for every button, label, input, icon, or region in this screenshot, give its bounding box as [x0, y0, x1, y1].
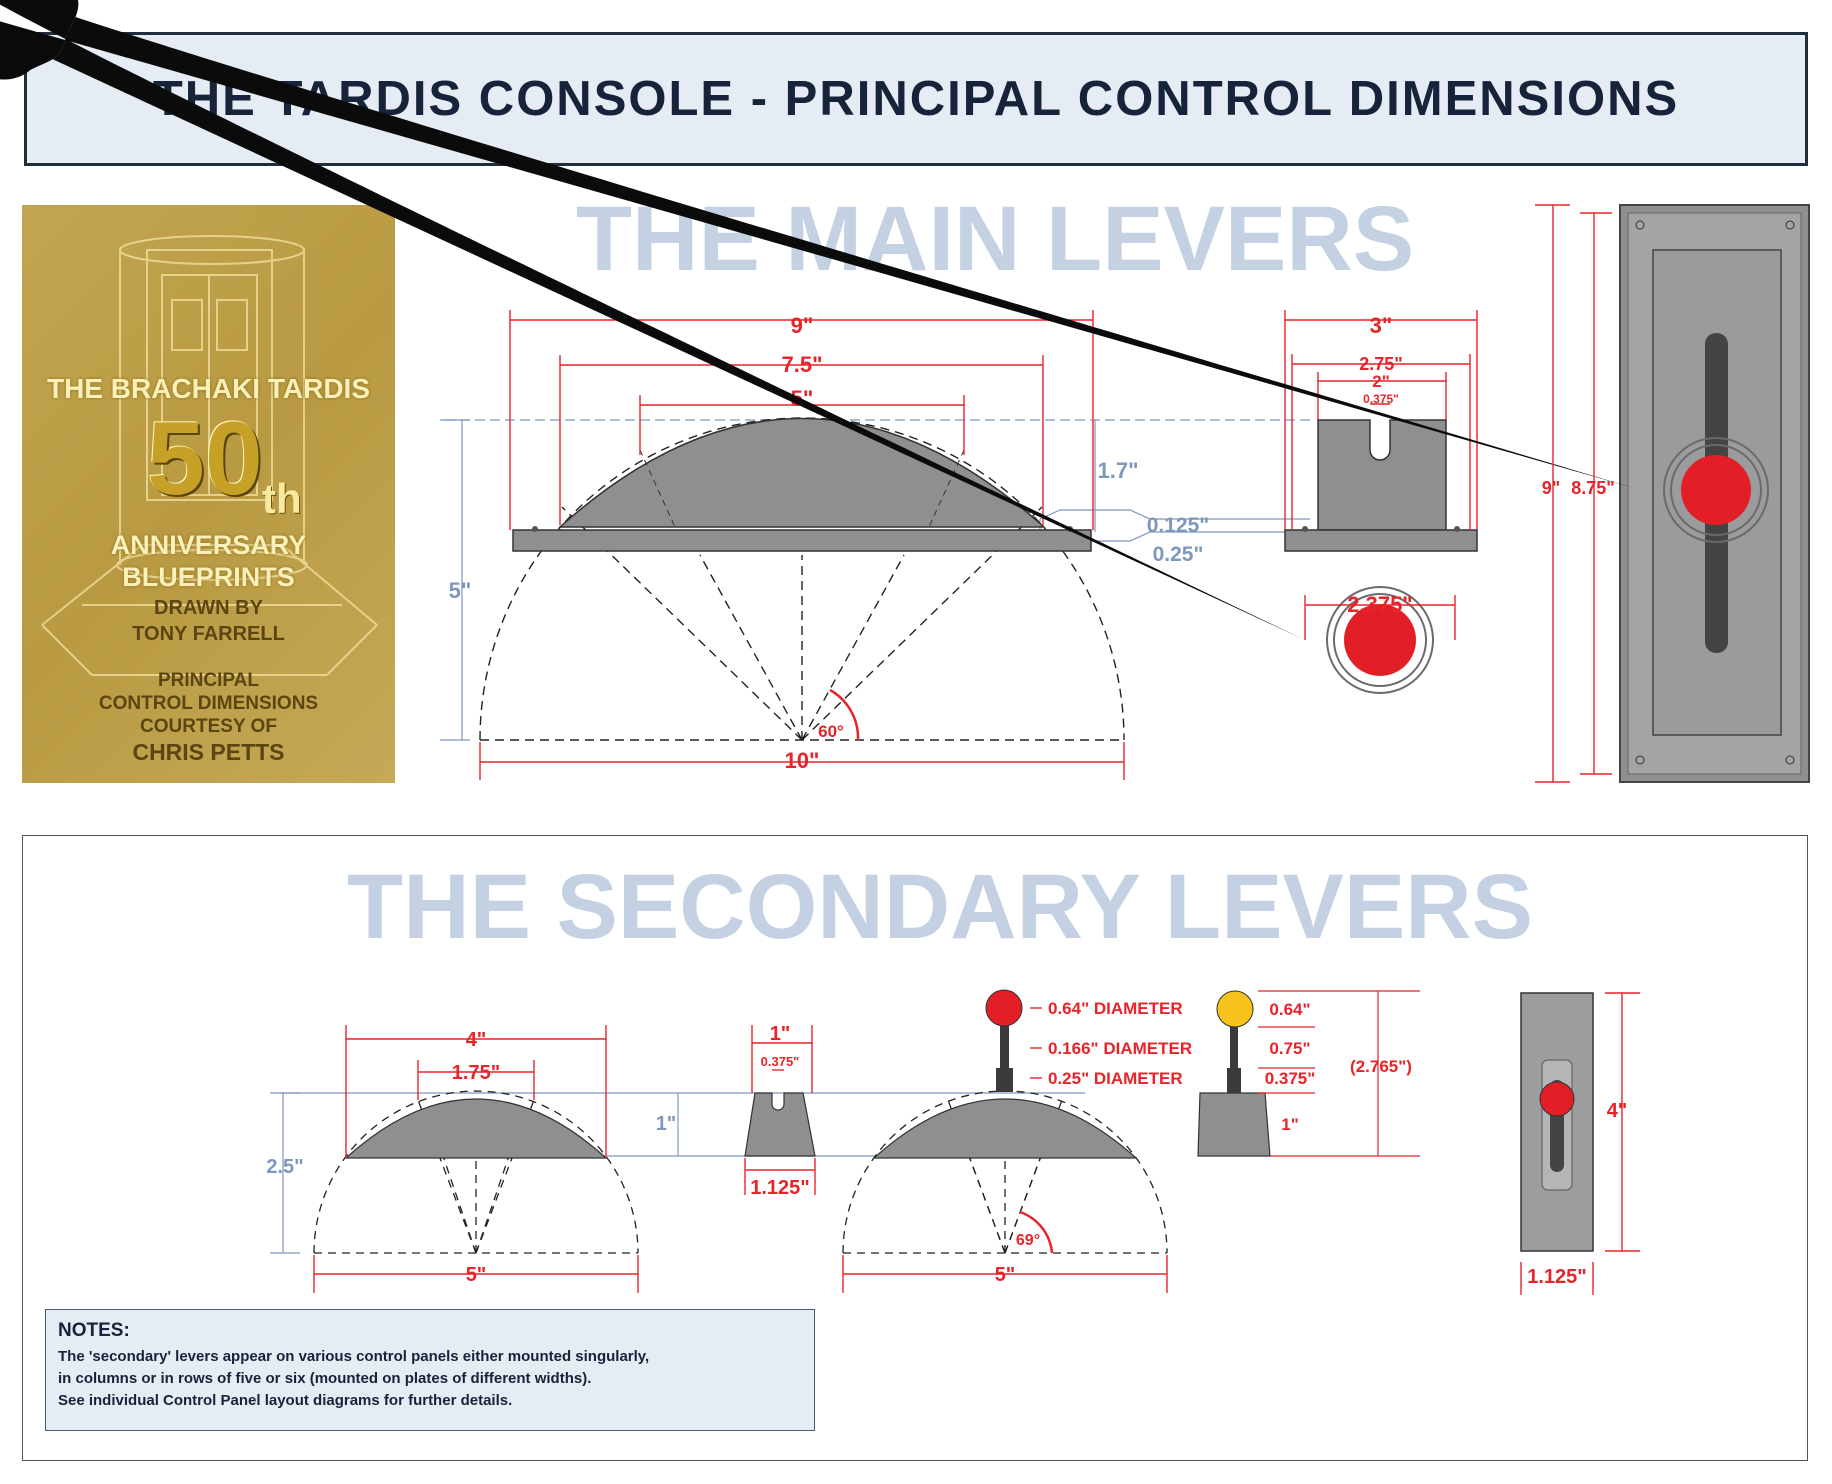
dim-sec-angle: 69°: [1016, 1232, 1040, 1249]
badge-line1: THE BRACHAKI TARDIS: [46, 373, 371, 404]
dim-sec-base-5b: 5": [995, 1264, 1016, 1286]
main-levers-heading: THE MAIN LEVERS: [576, 188, 1414, 290]
dim-main-0-25: 0.25": [1153, 543, 1204, 566]
dim-sec-1-75: 1.75": [452, 1062, 500, 1084]
notes-line-3: See individual Control Panel layout diag…: [58, 1392, 513, 1409]
sec-lever-plate: [1520, 992, 1594, 1252]
dim-side-3: 3": [1370, 313, 1393, 338]
dim-sec-1-125: 1.125": [750, 1177, 810, 1199]
badge-line2: ANNIVERSARY: [110, 530, 307, 560]
badge-line6: PRINCIPAL: [158, 670, 259, 691]
lever-side-base: [1284, 529, 1478, 552]
sec-knob-yellow: [1216, 990, 1254, 1028]
badge-number: 50: [147, 401, 263, 517]
dim-plate-9: 9": [1542, 478, 1561, 498]
badge-line9: CHRIS PETTS: [132, 739, 285, 765]
dim-sec-v064: 0.64": [1269, 1000, 1310, 1019]
dim-sec-d0166: 0.166" DIAMETER: [1048, 1039, 1192, 1058]
dim-sec-d025: 0.25" DIAMETER: [1048, 1069, 1183, 1088]
sec-lever-dome-center: [872, 1098, 1138, 1159]
main-knob: [0, 0, 1434, 694]
lever-side-view: [1317, 419, 1447, 531]
badge-line8: COURTESY OF: [140, 716, 277, 737]
main-lever-plate: [0, 0, 1810, 783]
dim-sec-v0375: 0.375": [1265, 1069, 1316, 1088]
dim-sec-base-5a: 5": [466, 1264, 487, 1286]
badge-artwork: [41, 235, 378, 676]
sec-lever-side: [744, 1092, 816, 1157]
sec-lever-dome-left: [344, 1098, 608, 1159]
knob-red-cap: [1344, 604, 1416, 676]
dim-knob-2-375: 2.375": [1347, 592, 1412, 617]
dim-sec-plate-4: 4": [1607, 1100, 1628, 1122]
anniversary-badge: THE BRACHAKI TARDIS 50 th ANNIVERSARY BL…: [22, 205, 395, 783]
badge-line3: BLUEPRINTS: [122, 562, 295, 592]
dim-sec-1: 1": [656, 1113, 677, 1135]
badge-suffix: th: [262, 475, 302, 522]
main-lever-dome: [558, 417, 1046, 528]
badge-line7: CONTROL DIMENSIONS: [98, 693, 319, 714]
dim-main-9: 9": [791, 313, 814, 338]
sec-stalk: [1000, 1025, 1009, 1070]
dim-sec-d064: 0.64" DIAMETER: [1048, 999, 1183, 1018]
dim-plate-8-75: 8.75": [1571, 478, 1615, 498]
dim-sec-top-1: 1": [770, 1023, 791, 1045]
dim-sec-2-5: 2.5": [266, 1156, 303, 1178]
main-levers-diagram: THE MAIN LEVERS: [0, 0, 1810, 783]
dim-sec-4: 4": [466, 1029, 487, 1051]
construction-arc: [479, 417, 1125, 741]
dim-main-10: 10": [785, 748, 820, 773]
dim-main-angle: 60°: [818, 722, 844, 741]
dim-main-1-7: 1.7": [1097, 458, 1138, 483]
sec-knob-red: [985, 989, 1023, 1027]
sec-stalk-base: [996, 1068, 1013, 1092]
dim-main-7-5: 7.5": [781, 352, 822, 377]
dim-main-0-125: 0.125": [1147, 514, 1210, 537]
secondary-levers-frame: [22, 835, 1808, 1461]
dim-sec-v075: 0.75": [1269, 1039, 1310, 1058]
dim-main-height-5: 5": [449, 578, 472, 603]
badge-line4: DRAWN BY: [154, 597, 263, 619]
page-title: THE TARDIS CONSOLE - PRINCIPAL CONTROL D…: [152, 72, 1680, 126]
notes-line-1: The 'secondary' levers appear on various…: [58, 1348, 650, 1365]
dim-side-2-75: 2.75": [1359, 354, 1403, 374]
dim-side-2: 2": [1372, 372, 1390, 391]
dim-sec-plate-1-125: 1.125": [1527, 1266, 1587, 1288]
secondary-levers-heading: THE SECONDARY LEVERS: [347, 856, 1533, 958]
dim-side-0-375: 0.375": [1363, 392, 1399, 406]
dim-sec-v1: 1": [1281, 1115, 1299, 1134]
dim-sec-0-375: 0.375": [761, 1054, 800, 1069]
notes-heading: NOTES:: [58, 1320, 130, 1341]
sec-yellow-side-base: [1197, 1092, 1271, 1157]
notes-box: NOTES: The 'secondary' levers appear on …: [45, 1309, 815, 1431]
badge-line5: TONY FARRELL: [132, 623, 285, 645]
dim-sec-total: (2.765"): [1350, 1057, 1412, 1076]
notes-line-2: in columns or in rows of five or six (mo…: [58, 1370, 592, 1387]
